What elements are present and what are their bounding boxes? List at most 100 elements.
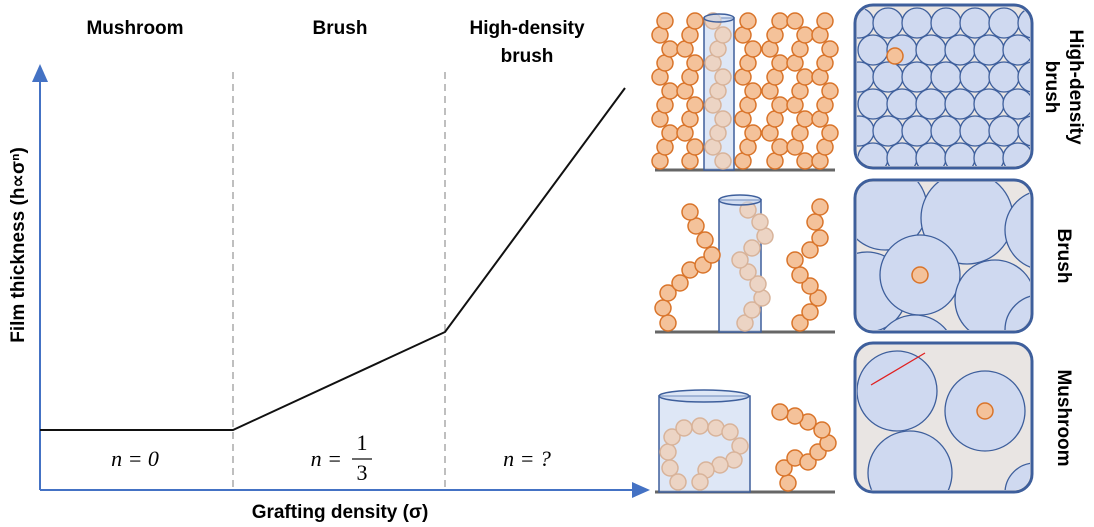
- polymer-bead: [740, 13, 756, 29]
- exponent-label: n =: [311, 446, 342, 471]
- polymer-bead: [687, 13, 703, 29]
- illustrations: [652, 5, 1085, 523]
- coil-region: [887, 89, 917, 119]
- coil-region: [873, 8, 903, 38]
- polymer-bead: [817, 13, 833, 29]
- polymer-bead: [745, 83, 761, 99]
- panel-discs: [844, 8, 1062, 173]
- coil-region: [1003, 89, 1033, 119]
- coil-region: [858, 89, 888, 119]
- polymer-bead: [687, 97, 703, 113]
- polymer-bead: [822, 83, 838, 99]
- polymer-bead: [722, 424, 738, 440]
- coil-region: [931, 62, 961, 92]
- exponent-denominator: 3: [357, 460, 368, 485]
- polymer-bead: [792, 267, 808, 283]
- polymer-bead: [977, 403, 993, 419]
- region-label: Mushroom: [86, 18, 183, 39]
- exponent-label: n = ?: [503, 446, 551, 471]
- coil-region: [916, 89, 946, 119]
- polymer-bead: [662, 83, 678, 99]
- coil-region: [989, 62, 1019, 92]
- polymer-bead: [732, 252, 748, 268]
- coil-region: [902, 62, 932, 92]
- coil-region: [858, 35, 888, 65]
- polymer-bead: [676, 420, 692, 436]
- side-label: Mushroom: [1053, 369, 1074, 466]
- coil-region: [945, 89, 975, 119]
- polymer-bead: [697, 232, 713, 248]
- polymer-bead: [822, 125, 838, 141]
- polymer-bead: [912, 267, 928, 283]
- polymer-bead: [807, 214, 823, 230]
- polymer-bead: [812, 199, 828, 215]
- coil-region: [974, 89, 1004, 119]
- coil-region: [960, 116, 990, 146]
- coil-region: [931, 8, 961, 38]
- coil-region: [857, 351, 937, 431]
- cylinder-top: [719, 195, 761, 205]
- plot: [40, 72, 642, 490]
- region-label: Brush: [313, 18, 368, 39]
- polymer-bead: [787, 13, 803, 29]
- thickness-curve: [40, 88, 625, 430]
- polymer-bead: [715, 111, 731, 127]
- coil-region: [844, 62, 874, 92]
- polymer-bead: [715, 27, 731, 43]
- polymer-bead: [655, 300, 671, 316]
- polymer-bead: [812, 230, 828, 246]
- exponent-label: n = 0: [111, 446, 159, 471]
- polymer-bead: [682, 204, 698, 220]
- coil-region: [974, 35, 1004, 65]
- coil-region: [902, 116, 932, 146]
- coil-region: [945, 35, 975, 65]
- coil-region: [916, 35, 946, 65]
- side-label: Brush: [1053, 229, 1074, 284]
- polymer-bead: [797, 69, 813, 85]
- exponent-numerator: 1: [357, 430, 368, 455]
- polymer-bead: [715, 153, 731, 169]
- polymer-bead: [822, 41, 838, 57]
- polymer-bead: [715, 69, 731, 85]
- x-axis-label: Grafting density (σ): [252, 502, 429, 523]
- polymer-bead: [662, 41, 678, 57]
- polymer-bead: [687, 139, 703, 155]
- polymer-bead: [752, 214, 768, 230]
- region-label: High-density: [469, 18, 584, 39]
- polymer-bead: [797, 27, 813, 43]
- polymer-bead: [662, 125, 678, 141]
- coil-region: [1003, 35, 1033, 65]
- polymer-bead: [772, 139, 788, 155]
- polymer-bead: [744, 240, 760, 256]
- polymer-bead: [787, 408, 803, 424]
- polymer-bead: [797, 111, 813, 127]
- polymer-bead: [745, 41, 761, 57]
- polymer-bead: [797, 153, 813, 169]
- polymer-bead: [692, 418, 708, 434]
- coil-region: [902, 8, 932, 38]
- coil-region: [960, 8, 990, 38]
- coil-region: [931, 116, 961, 146]
- polymer-bead: [772, 404, 788, 420]
- coil-region: [873, 62, 903, 92]
- figure: Mushroomn = 0Brushn =13High-densitybrush…: [0, 0, 1094, 527]
- polymer-bead: [660, 444, 676, 460]
- coil-region: [989, 8, 1019, 38]
- cylinder-top: [704, 14, 734, 22]
- region-label: brush: [501, 46, 554, 67]
- polymer-bead: [772, 13, 788, 29]
- polymer-bead: [704, 247, 720, 263]
- cylinder-top: [659, 390, 749, 402]
- polymer-bead: [887, 48, 903, 64]
- polymer-bead: [787, 252, 803, 268]
- polymer-bead: [657, 13, 673, 29]
- polymer-bead: [772, 97, 788, 113]
- coil-region: [844, 116, 874, 146]
- polymer-bead: [660, 315, 676, 331]
- coil-region: [873, 116, 903, 146]
- polymer-bead: [687, 55, 703, 71]
- coil-region: [960, 62, 990, 92]
- page: Mushroomn = 0Brushn =13High-densitybrush…: [0, 0, 1094, 527]
- side-label: High-density: [1065, 29, 1086, 144]
- side-label: brush: [1041, 61, 1062, 114]
